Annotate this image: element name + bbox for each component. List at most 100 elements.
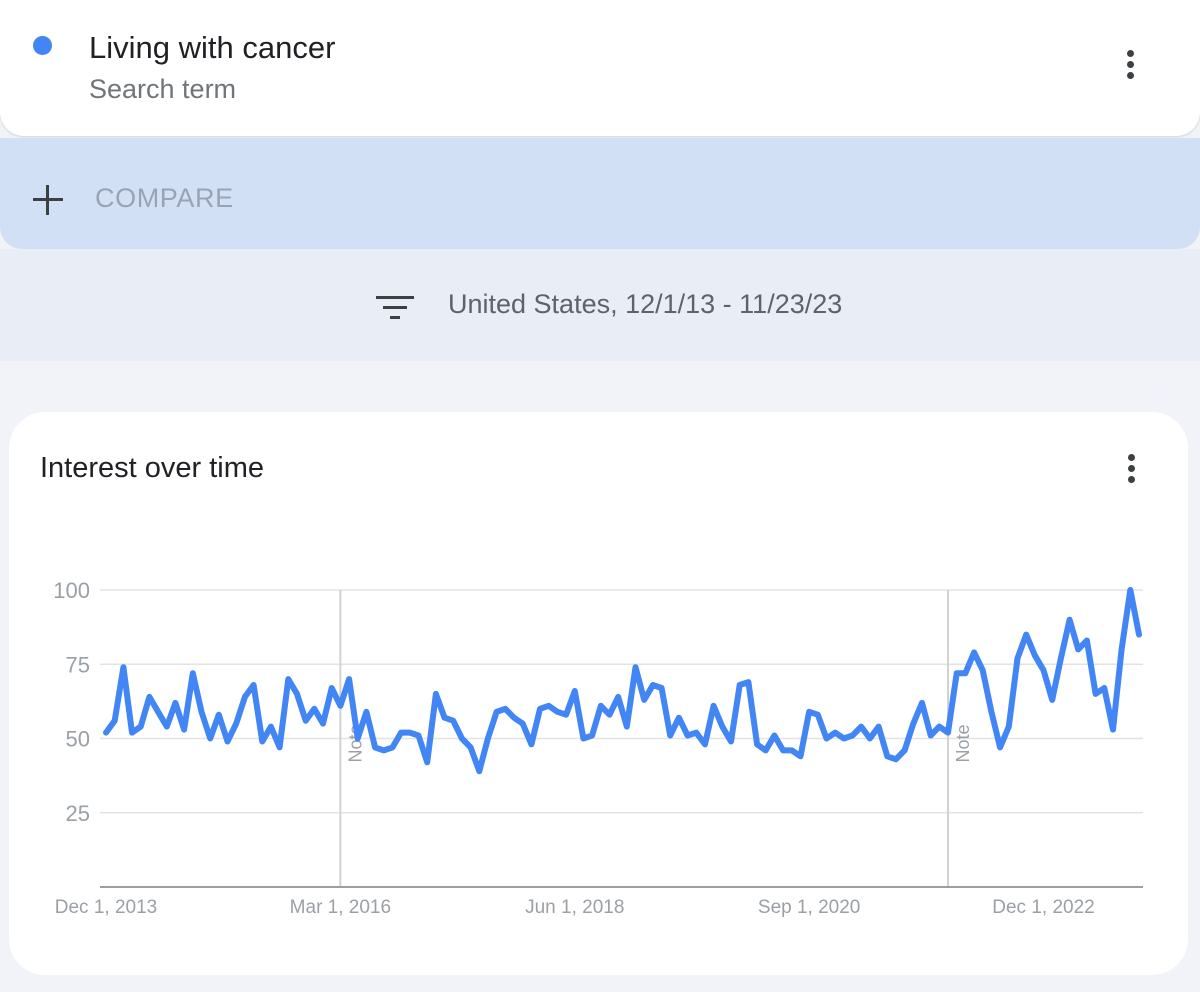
search-term-name[interactable]: Living with cancer: [89, 30, 336, 65]
data-point: [858, 724, 864, 730]
data-point: [832, 730, 838, 736]
data-point: [659, 685, 665, 691]
data-point: [398, 730, 404, 736]
data-point: [416, 733, 422, 739]
data-point: [181, 727, 187, 733]
data-point: [268, 724, 274, 730]
data-point: [962, 670, 968, 676]
data-point: [867, 736, 873, 742]
data-point: [1032, 652, 1038, 658]
compare-button[interactable]: [0, 138, 1200, 249]
data-point: [407, 730, 413, 736]
data-point: [1014, 655, 1020, 661]
data-point: [693, 730, 699, 736]
note-label: Note: [953, 724, 973, 762]
data-point: [624, 724, 630, 730]
data-point: [1006, 724, 1012, 730]
series-line: [103, 587, 1142, 775]
filter-icon[interactable]: [376, 294, 414, 322]
data-point: [468, 744, 474, 750]
data-point: [259, 738, 265, 744]
y-tick-label: 25: [66, 801, 90, 826]
data-point: [841, 736, 847, 742]
data-point: [1023, 632, 1029, 638]
x-tick-label: Jun 1, 2018: [525, 897, 624, 918]
data-point: [546, 703, 552, 709]
data-point: [1093, 691, 1099, 697]
interest-over-time-card: Interest over time 25 50 75 100 Note Note Dec …: [9, 412, 1188, 975]
data-point: [537, 706, 543, 712]
data-point: [112, 718, 118, 724]
data-point: [589, 733, 595, 739]
data-point: [893, 756, 899, 762]
data-point: [954, 670, 960, 676]
more-vert-icon[interactable]: [1110, 40, 1150, 88]
data-point: [702, 741, 708, 747]
data-point: [311, 706, 317, 712]
more-vert-icon[interactable]: [1111, 444, 1151, 492]
data-point: [1136, 632, 1142, 638]
plus-icon[interactable]: [33, 185, 63, 215]
data-point: [806, 709, 812, 715]
data-point: [580, 736, 586, 742]
data-point: [563, 712, 569, 718]
data-point: [615, 694, 621, 700]
data-point: [355, 736, 361, 742]
data-point: [476, 768, 482, 774]
data-point: [737, 682, 743, 688]
search-term-type: Search term: [89, 74, 237, 104]
x-tick-label: Mar 1, 2016: [290, 897, 391, 918]
data-point: [780, 747, 786, 753]
data-point: [902, 747, 908, 753]
data-point: [459, 736, 465, 742]
data-point: [971, 649, 977, 655]
search-term-card: Living with cancer Search term: [0, 0, 1200, 136]
data-point: [303, 718, 309, 724]
data-point: [633, 664, 639, 670]
data-point: [216, 712, 222, 718]
data-point: [277, 744, 283, 750]
data-point: [442, 715, 448, 721]
data-point: [1049, 697, 1055, 703]
compare-label[interactable]: COMPARE: [95, 183, 234, 213]
data-point: [389, 744, 395, 750]
data-point: [554, 709, 560, 715]
data-point: [129, 730, 135, 736]
data-point: [1041, 667, 1047, 673]
data-point: [1101, 685, 1107, 691]
data-point: [242, 694, 248, 700]
data-point: [337, 703, 343, 709]
y-tick-label: 50: [66, 727, 90, 752]
data-point: [910, 721, 916, 727]
data-point: [719, 724, 725, 730]
data-point: [225, 738, 231, 744]
data-point: [763, 747, 769, 753]
data-point: [1110, 727, 1116, 733]
filter-summary[interactable]: United States, 12/1/13 - 11/23/23: [448, 289, 843, 319]
data-point: [172, 700, 178, 706]
data-point: [103, 730, 109, 736]
data-point: [1127, 587, 1133, 593]
series-color-dot: [33, 36, 52, 55]
data-point: [823, 736, 829, 742]
data-point: [207, 736, 213, 742]
data-point: [919, 700, 925, 706]
x-tick-label: Dec 1, 2022: [992, 897, 1094, 918]
data-point: [190, 670, 196, 676]
data-point: [598, 703, 604, 709]
data-point: [1075, 646, 1081, 652]
data-point: [381, 747, 387, 753]
data-point: [120, 664, 126, 670]
data-point: [711, 703, 717, 709]
y-tick-label: 75: [66, 652, 90, 677]
data-point: [850, 733, 856, 739]
data-point: [164, 724, 170, 730]
data-point: [728, 738, 734, 744]
data-point: [294, 691, 300, 697]
data-point: [988, 709, 994, 715]
data-point: [363, 709, 369, 715]
data-point: [346, 676, 352, 682]
data-point: [771, 733, 777, 739]
data-point: [936, 724, 942, 730]
